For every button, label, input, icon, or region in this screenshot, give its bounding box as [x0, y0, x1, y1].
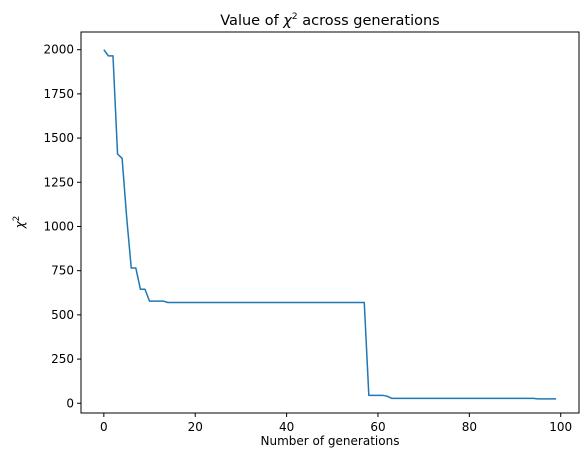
y-tick-label: 1750: [43, 87, 74, 101]
y-tick-label: 1500: [43, 131, 74, 145]
series-line-0: [103, 49, 557, 400]
chart-title-suffix: across generations: [298, 13, 440, 29]
y-tick-label: 500: [51, 308, 74, 322]
y-tick-label: 750: [51, 264, 74, 278]
chart-title-sup: 2: [292, 12, 298, 22]
x-axis-label: Number of generations: [261, 434, 400, 448]
y-axis: 0 250 500 750 1000 1250 1500 1750 2000: [43, 43, 81, 410]
y-tick-label: 1000: [43, 219, 74, 233]
y-tick-label: 1250: [43, 175, 74, 189]
x-tick-label: 60: [370, 420, 385, 434]
x-axis: 0 20 40 60 80 100: [100, 413, 572, 434]
y-tick-label: 2000: [43, 43, 74, 57]
y-tick-label: 0: [66, 396, 74, 410]
x-tick-label: 80: [462, 420, 477, 434]
y-axis-label: χ2: [12, 216, 27, 230]
chart-title: Value of χ2 across generations: [220, 12, 439, 29]
x-tick-label: 20: [188, 420, 203, 434]
x-tick-label: 100: [549, 420, 572, 434]
chart-title-symbol: χ: [282, 13, 293, 29]
y-tick-label: 250: [51, 352, 74, 366]
plot-area: [81, 32, 579, 413]
x-tick-label: 0: [100, 420, 108, 434]
chart-title-prefix: Value of: [220, 13, 283, 29]
y-axis-label-sup: 2: [12, 216, 22, 222]
plot-frame: [80, 31, 580, 414]
y-axis-label-symbol: χ: [13, 220, 27, 229]
x-tick-label: 40: [279, 420, 294, 434]
